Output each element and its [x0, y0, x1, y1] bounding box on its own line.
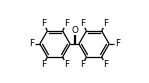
- Text: O: O: [71, 26, 78, 35]
- Text: F: F: [80, 19, 85, 28]
- Text: F: F: [29, 39, 34, 48]
- Text: F: F: [115, 39, 120, 48]
- Text: F: F: [64, 19, 69, 28]
- Text: F: F: [41, 19, 46, 28]
- Text: F: F: [41, 60, 46, 69]
- Text: F: F: [103, 60, 108, 69]
- Text: F: F: [80, 60, 85, 69]
- Text: F: F: [103, 19, 108, 28]
- Text: F: F: [64, 60, 69, 69]
